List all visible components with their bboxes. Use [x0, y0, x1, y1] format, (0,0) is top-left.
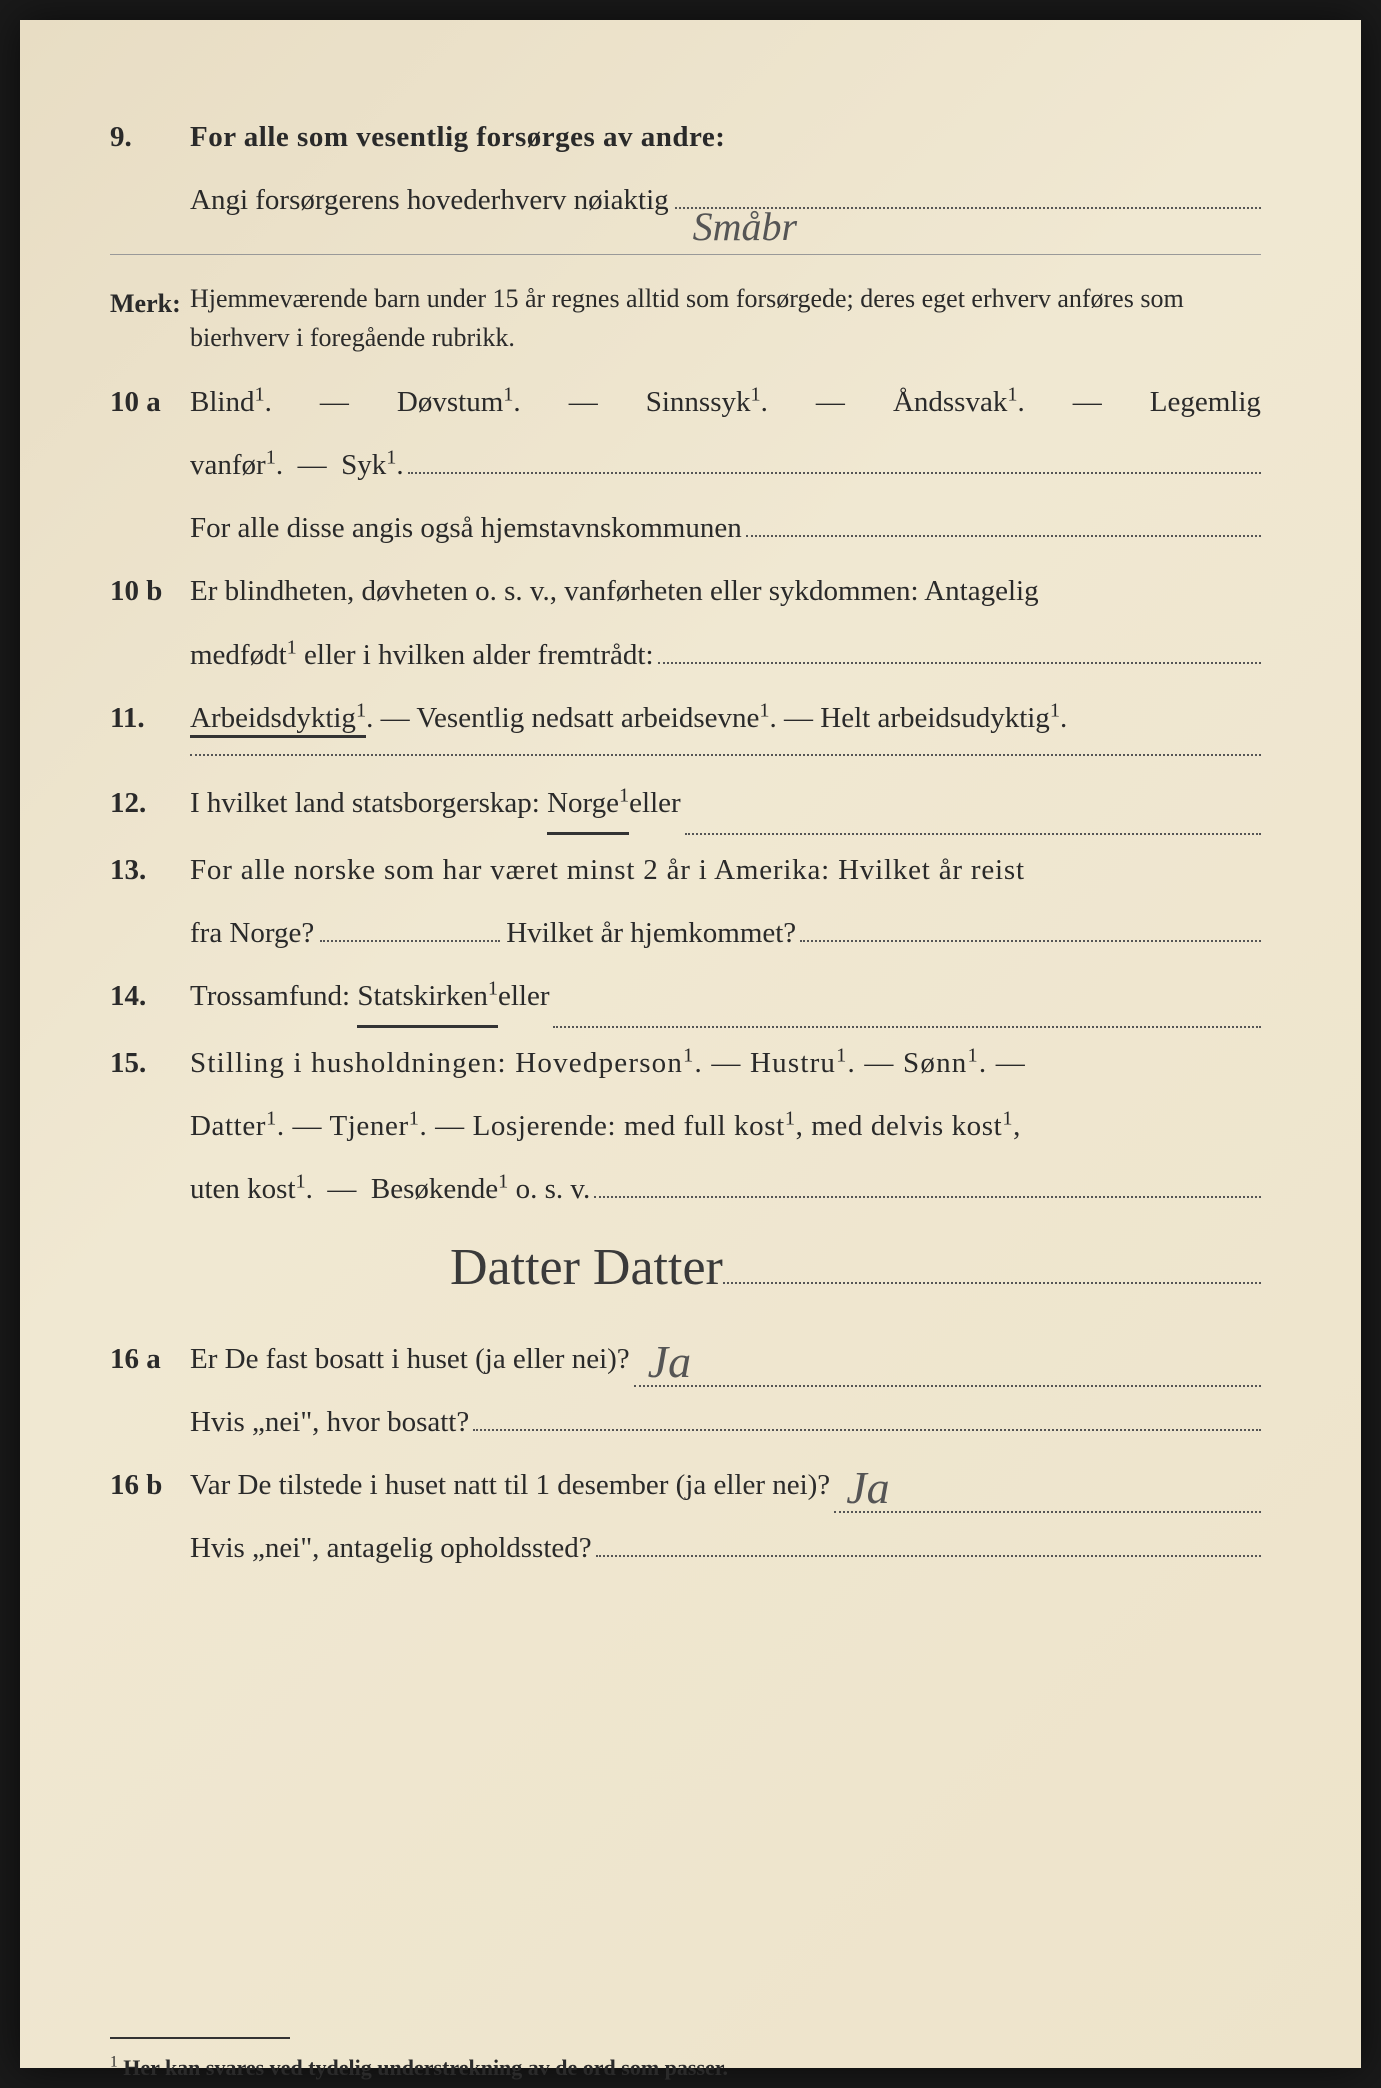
q16b-line2: Hvis „nei", antagelig opholdssted?: [190, 1521, 592, 1576]
q15-handwritten: Datter Datter: [450, 1219, 723, 1318]
q13-fill1: [320, 940, 500, 942]
q16b-fill2: [596, 1555, 1261, 1557]
q11-opt1-underlined: Arbeidsdyktig1: [190, 702, 366, 738]
census-form-page: 9. For alle som vesentlig forsørges av a…: [20, 20, 1361, 2068]
q12-number: 12.: [110, 776, 190, 831]
q10a-opt-blind: Blind1.: [190, 375, 272, 430]
q11-number: 11.: [110, 691, 190, 746]
q10a-opt-sinnssyk: Sinnssyk1.: [646, 375, 768, 430]
q15-row1: 15. Stilling i husholdningen: Hovedperso…: [110, 1036, 1261, 1091]
q13-fra-norge: fra Norge?: [190, 906, 314, 961]
q14-fill: [553, 969, 1261, 1028]
q10b-number: 10 b: [110, 564, 190, 619]
q9-number: 9.: [110, 110, 190, 165]
q15-number: 15.: [110, 1036, 190, 1091]
q12-fill: [685, 776, 1261, 835]
q14-number: 14.: [110, 969, 190, 1024]
q10b-row1: 10 b Er blindheten, døvheten o. s. v., v…: [110, 564, 1261, 619]
q12-norge-underlined: Norge1: [547, 776, 629, 835]
q10a-fill: [408, 472, 1261, 474]
q14-post: eller: [498, 969, 550, 1028]
q16a-fill2: [473, 1429, 1261, 1431]
q10b-line2: medfødt1 eller i hvilken alder fremtrådt…: [190, 628, 654, 683]
dash: —: [816, 375, 845, 430]
q9-row: 9. For alle som vesentlig forsørges av a…: [110, 110, 1261, 165]
q16a-line2: Hvis „nei", hvor bosatt?: [190, 1395, 469, 1450]
q10a-row2: vanfør1. — Syk1.: [110, 438, 1261, 493]
q16b-row1: 16 b Var De tilstede i huset natt til 1 …: [110, 1458, 1261, 1513]
q15-hand-row: Datter Datter: [110, 1219, 1261, 1318]
q13-text: For alle norske som har været minst 2 år…: [190, 843, 1261, 898]
q16a-row1: 16 a Er De fast bosatt i huset (ja eller…: [110, 1332, 1261, 1387]
q14-text: Trossamfund: Statskirken1 eller: [190, 969, 1261, 1028]
q10a-fill3: [746, 535, 1261, 537]
q16a-text: Er De fast bosatt i huset (ja eller nei)…: [190, 1332, 1261, 1387]
q11-fill: [190, 754, 1261, 756]
q10a-opt-legemlig: Legemlig: [1150, 375, 1261, 430]
q15-fill: [594, 1196, 1261, 1198]
q10b-fill: [658, 662, 1261, 664]
merk-row: Merk: Hjemmeværende barn under 15 år reg…: [110, 279, 1261, 357]
q12-row: 12. I hvilket land statsborgerskap: Norg…: [110, 776, 1261, 835]
q10a-opt-dovstum: Døvstum1.: [397, 375, 521, 430]
q16a-number: 16 a: [110, 1332, 190, 1387]
q16a-fill: Ja: [634, 1332, 1261, 1387]
dash: —: [569, 375, 598, 430]
dash: —: [1073, 375, 1102, 430]
q12-text: I hvilket land statsborgerskap: Norge1 e…: [190, 776, 1261, 835]
q15-line2: Datter1. — Tjener1. — Losjerende: med fu…: [190, 1099, 1261, 1154]
footnote-marker: 1: [110, 2053, 118, 2070]
q16b-question: Var De tilstede i huset natt til 1 desem…: [190, 1458, 830, 1513]
q9-title: For alle som vesentlig forsørges av andr…: [190, 110, 1261, 165]
q10a-row3: For alle disse angis også hjemstavnskomm…: [110, 501, 1261, 556]
q13-row1: 13. For alle norske som har været minst …: [110, 843, 1261, 898]
q12-post: eller: [629, 776, 681, 835]
q9-fill: Småbr: [675, 207, 1261, 209]
q16b-number: 16 b: [110, 1458, 190, 1513]
merk-text: Hjemmeværende barn under 15 år regnes al…: [190, 279, 1261, 357]
merk-label: Merk:: [110, 279, 190, 328]
q11-opt2: Vesentlig nedsatt arbeidsevne: [416, 702, 759, 734]
q9-line: Angi forsørgerens hovederhverv nøiaktig …: [110, 173, 1261, 228]
q10a-row1: 10 a Blind1. — Døvstum1. — Sinnssyk1. — …: [110, 375, 1261, 430]
q13-row2: fra Norge? Hvilket år hjemkommet?: [110, 906, 1261, 961]
q16b-handwritten: Ja: [838, 1444, 897, 1531]
q10b-text: Er blindheten, døvheten o. s. v., vanfør…: [190, 564, 1261, 619]
footnote-text: Her kan svares ved tydelig understreknin…: [123, 2055, 728, 2080]
q10a-line3: For alle disse angis også hjemstavnskomm…: [190, 501, 742, 556]
q15-row2: Datter1. — Tjener1. — Losjerende: med fu…: [110, 1099, 1261, 1154]
q16a-handwritten: Ja: [640, 1318, 699, 1405]
q12-pre: I hvilket land statsborgerskap:: [190, 776, 540, 835]
q11-row: 11. Arbeidsdyktig1. — Vesentlig nedsatt …: [110, 691, 1261, 746]
q11-fill-row: [110, 754, 1261, 756]
q16b-row2: Hvis „nei", antagelig opholdssted?: [110, 1521, 1261, 1576]
q14-row: 14. Trossamfund: Statskirken1 eller: [110, 969, 1261, 1028]
q15-fill2: [723, 1282, 1261, 1284]
q16b-fill: Ja: [834, 1458, 1261, 1513]
q11-text: Arbeidsdyktig1. — Vesentlig nedsatt arbe…: [190, 691, 1261, 746]
q9-prompt: Angi forsørgerens hovederhverv nøiaktig: [190, 173, 669, 228]
q13-fill2: [800, 940, 1261, 942]
q15-text: Stilling i husholdningen: Hovedperson1. …: [190, 1036, 1261, 1091]
q13-hjemkommet: Hvilket år hjemkommet?: [506, 906, 796, 961]
q9-handwritten: Småbr: [685, 189, 805, 265]
q10a-vanfor: vanfør1. — Syk1.: [190, 438, 404, 493]
q10a-number: 10 a: [110, 375, 190, 430]
footnote: 1 Her kan svares ved tydelig understrekn…: [110, 2047, 1261, 2088]
q16b-text: Var De tilstede i huset natt til 1 desem…: [190, 1458, 1261, 1513]
q16a-question: Er De fast bosatt i huset (ja eller nei)…: [190, 1332, 630, 1387]
q13-number: 13.: [110, 843, 190, 898]
q15-row3: uten kost1. — Besøkende1 o. s. v.: [110, 1162, 1261, 1217]
q14-pre: Trossamfund:: [190, 969, 350, 1028]
dash: —: [320, 375, 349, 430]
footnote-rule: [110, 2037, 290, 2039]
q10a-options: Blind1. — Døvstum1. — Sinnssyk1. — Åndss…: [190, 375, 1261, 430]
q10a-opt-andssvak: Åndssvak1.: [893, 375, 1025, 430]
q14-statskirken-underlined: Statskirken1: [357, 969, 498, 1028]
q10b-row2: medfødt1 eller i hvilken alder fremtrådt…: [110, 628, 1261, 683]
q15-line3: uten kost1. — Besøkende1 o. s. v.: [190, 1162, 590, 1217]
q11-opt3: Helt arbeidsudyktig: [820, 702, 1050, 734]
